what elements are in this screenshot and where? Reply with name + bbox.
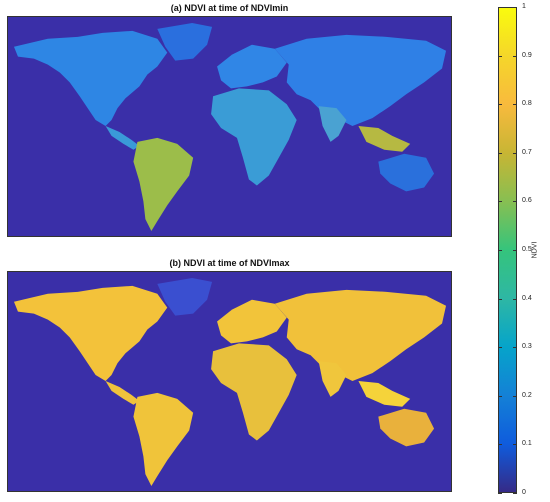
colorbar-tick-mark — [513, 104, 517, 106]
colorbar-tick-mark — [513, 298, 517, 300]
panel-a-title: (a) NDVI at time of NDVImin — [170, 3, 289, 13]
indian-subcontinent-landmass — [318, 361, 347, 397]
south-america-landmass — [133, 137, 194, 232]
central-america-landmass — [105, 126, 140, 150]
colorbar-tick-mark — [513, 444, 517, 446]
map-ndvi-min — [7, 16, 452, 237]
southeast-asia-landmass — [358, 381, 411, 407]
colorbar-tick-mark — [513, 395, 517, 397]
colorbar-tick-mark — [498, 347, 502, 349]
colorbar-tick-mark — [498, 250, 502, 251]
colorbar-tick-label: 1 — [522, 3, 526, 10]
colorbar-tick-label: 0.1 — [522, 440, 532, 448]
colorbar-tick-label: 0.8 — [522, 100, 532, 108]
colorbar-tick-label: 0.4 — [522, 294, 532, 302]
colorbar-tick-mark — [498, 7, 502, 8]
north-america-landmass — [13, 285, 168, 382]
colorbar-tick-label: 0.2 — [522, 391, 532, 399]
colorbar-tick-label: 0.5 — [522, 246, 532, 253]
greenland-landmass — [157, 22, 213, 61]
colorbar-tick-mark — [513, 152, 517, 154]
australia-landmass — [378, 153, 435, 192]
north-america-landmass — [13, 30, 168, 127]
colorbar-label: NDVI — [531, 241, 539, 259]
colorbar-tick-mark — [498, 201, 502, 203]
africa-landmass — [211, 343, 297, 441]
colorbar-tick-mark — [498, 152, 502, 154]
colorbar-tick-mark — [498, 395, 502, 397]
colorbar-tick-mark — [498, 444, 502, 446]
africa-landmass — [211, 88, 297, 186]
colorbar-tick-mark — [498, 298, 502, 300]
europe-landmass — [217, 44, 287, 89]
colorbar-tick-mark — [498, 55, 502, 57]
colorbar-tick-mark — [498, 493, 502, 494]
colorbar-tick-mark — [513, 55, 517, 57]
south-america-landmass — [133, 392, 194, 487]
colorbar-tick-label: 0.3 — [522, 343, 532, 351]
central-america-landmass — [105, 381, 140, 405]
colorbar-tick-label: 0.9 — [522, 51, 532, 59]
greenland-landmass — [157, 277, 213, 316]
colorbar-tick-label: 0.6 — [522, 197, 532, 205]
colorbar-tick-label: 0 — [522, 489, 526, 496]
southeast-asia-landmass — [358, 126, 411, 152]
europe-landmass — [217, 299, 287, 344]
colorbar-tick-mark — [513, 347, 517, 349]
asia-landmass — [274, 289, 447, 382]
indian-subcontinent-landmass — [318, 106, 347, 142]
colorbar-tick-mark — [513, 250, 517, 251]
australia-landmass — [378, 408, 435, 447]
colorbar-tick-mark — [513, 201, 517, 203]
asia-landmass — [274, 34, 447, 127]
panel-b-title: (b) NDVI at time of NDVImax — [169, 258, 290, 268]
colorbar-tick-mark — [513, 7, 517, 8]
colorbar-tick-mark — [498, 104, 502, 106]
colorbar-tick-mark — [513, 493, 517, 494]
map-ndvi-max — [7, 271, 452, 492]
colorbar-tick-label: 0.7 — [522, 148, 532, 156]
